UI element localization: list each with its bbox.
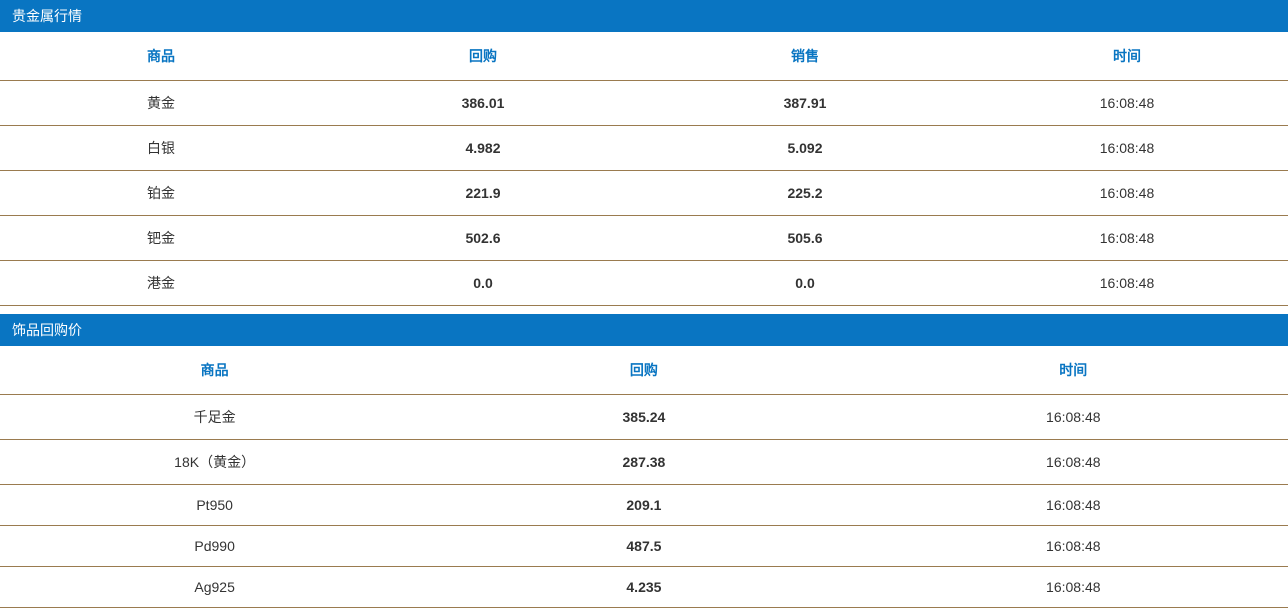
precious-metals-tbody: 黄金386.01387.9116:08:48白银4.9825.09216:08:…	[0, 81, 1288, 306]
cell-time: 16:08:48	[859, 395, 1288, 440]
cell-time: 16:08:48	[966, 171, 1288, 216]
table-row: Ag9254.23516:08:48	[0, 567, 1288, 608]
col-time-header: 时间	[859, 346, 1288, 395]
table-header-row: 商品 回购 时间	[0, 346, 1288, 395]
cell-sale: 387.91	[644, 81, 966, 126]
precious-metals-table: 商品 回购 销售 时间 黄金386.01387.9116:08:48白银4.98…	[0, 32, 1288, 306]
cell-product: 千足金	[0, 395, 429, 440]
table-header-row: 商品 回购 销售 时间	[0, 32, 1288, 81]
cell-time: 16:08:48	[966, 126, 1288, 171]
table-row: 18K（黄金）287.3816:08:48	[0, 440, 1288, 485]
cell-buyback: 487.5	[429, 526, 858, 567]
table-row: 钯金502.6505.616:08:48	[0, 216, 1288, 261]
cell-product: 钯金	[0, 216, 322, 261]
cell-time: 16:08:48	[966, 216, 1288, 261]
cell-product: 白银	[0, 126, 322, 171]
cell-buyback: 287.38	[429, 440, 858, 485]
col-product-header: 商品	[0, 32, 322, 81]
cell-time: 16:08:48	[966, 81, 1288, 126]
cell-time: 16:08:48	[859, 440, 1288, 485]
precious-metals-title: 贵金属行情	[0, 0, 1288, 32]
cell-product: Ag925	[0, 567, 429, 608]
cell-buyback: 502.6	[322, 216, 644, 261]
cell-sale: 505.6	[644, 216, 966, 261]
jewelry-tbody: 千足金385.2416:08:4818K（黄金）287.3816:08:48Pt…	[0, 395, 1288, 608]
table-row: 白银4.9825.09216:08:48	[0, 126, 1288, 171]
cell-sale: 225.2	[644, 171, 966, 216]
cell-buyback: 385.24	[429, 395, 858, 440]
jewelry-table: 商品 回购 时间 千足金385.2416:08:4818K（黄金）287.381…	[0, 346, 1288, 608]
cell-sale: 0.0	[644, 261, 966, 306]
table-row: 铂金221.9225.216:08:48	[0, 171, 1288, 216]
col-product-header: 商品	[0, 346, 429, 395]
col-time-header: 时间	[966, 32, 1288, 81]
precious-metals-section: 贵金属行情 商品 回购 销售 时间 黄金386.01387.9116:08:48…	[0, 0, 1288, 306]
table-row: Pd990487.516:08:48	[0, 526, 1288, 567]
cell-buyback: 386.01	[322, 81, 644, 126]
table-row: 港金0.00.016:08:48	[0, 261, 1288, 306]
table-row: 千足金385.2416:08:48	[0, 395, 1288, 440]
cell-product: Pd990	[0, 526, 429, 567]
cell-time: 16:08:48	[859, 485, 1288, 526]
cell-buyback: 4.982	[322, 126, 644, 171]
col-buyback-header: 回购	[322, 32, 644, 81]
cell-product: 黄金	[0, 81, 322, 126]
cell-time: 16:08:48	[859, 567, 1288, 608]
cell-product: 18K（黄金）	[0, 440, 429, 485]
jewelry-title: 饰品回购价	[0, 314, 1288, 346]
cell-product: 铂金	[0, 171, 322, 216]
cell-buyback: 221.9	[322, 171, 644, 216]
cell-product: 港金	[0, 261, 322, 306]
table-row: 黄金386.01387.9116:08:48	[0, 81, 1288, 126]
cell-buyback: 209.1	[429, 485, 858, 526]
col-sale-header: 销售	[644, 32, 966, 81]
cell-sale: 5.092	[644, 126, 966, 171]
cell-time: 16:08:48	[859, 526, 1288, 567]
cell-time: 16:08:48	[966, 261, 1288, 306]
cell-buyback: 4.235	[429, 567, 858, 608]
jewelry-section: 饰品回购价 商品 回购 时间 千足金385.2416:08:4818K（黄金）2…	[0, 314, 1288, 608]
table-row: Pt950209.116:08:48	[0, 485, 1288, 526]
col-buyback-header: 回购	[429, 346, 858, 395]
cell-product: Pt950	[0, 485, 429, 526]
cell-buyback: 0.0	[322, 261, 644, 306]
